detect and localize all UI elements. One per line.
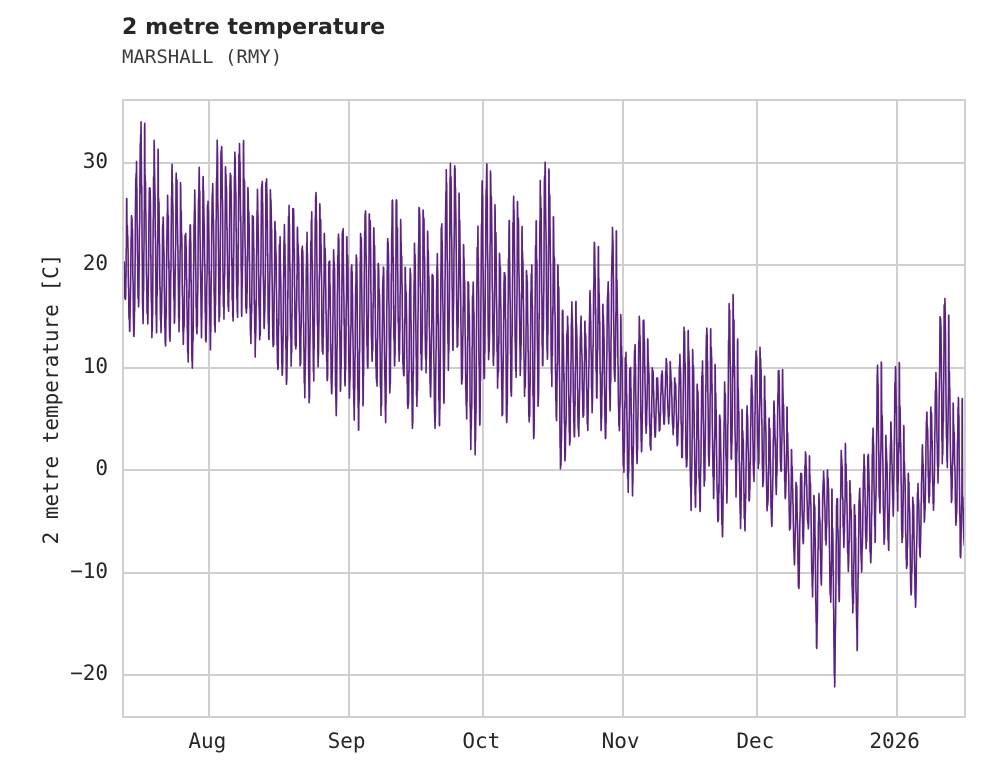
gridline-vertical — [208, 101, 211, 716]
y-tick-label: 0 — [95, 456, 108, 480]
plot-area — [122, 99, 966, 718]
gridline-vertical — [347, 101, 350, 716]
y-tick-label: 10 — [82, 353, 108, 378]
plot-inner — [124, 101, 964, 716]
y-tick-label: 30 — [82, 148, 108, 173]
gridline-horizontal — [124, 674, 964, 676]
gridline-vertical — [482, 101, 485, 716]
x-tick-label: Aug — [188, 729, 227, 753]
temperature-series-line — [124, 120, 964, 688]
gridline-horizontal — [124, 366, 964, 369]
x-tick-label: Nov — [601, 729, 640, 753]
gridline-horizontal — [124, 161, 964, 164]
y-tick-label: −10 — [70, 558, 108, 583]
x-tick-label: Dec — [736, 729, 775, 753]
y-axis-tick-labels: 30 20 10 0 −10 −20 — [0, 0, 108, 782]
gridline-horizontal — [124, 571, 964, 574]
x-tick-label: 2026 — [869, 729, 920, 753]
x-tick-label: Sep — [327, 729, 366, 753]
title-block: 2 metre temperature MARSHALL (RMY) — [122, 14, 822, 70]
series-layer — [124, 120, 964, 688]
x-tick-label: Oct — [462, 729, 501, 753]
gridline-horizontal — [124, 469, 964, 471]
y-tick-label: 20 — [82, 251, 108, 275]
chart-subtitle: MARSHALL (RMY) — [122, 46, 283, 68]
y-tick-label: −20 — [70, 661, 108, 685]
page-title: 2 metre temperature — [122, 15, 386, 40]
